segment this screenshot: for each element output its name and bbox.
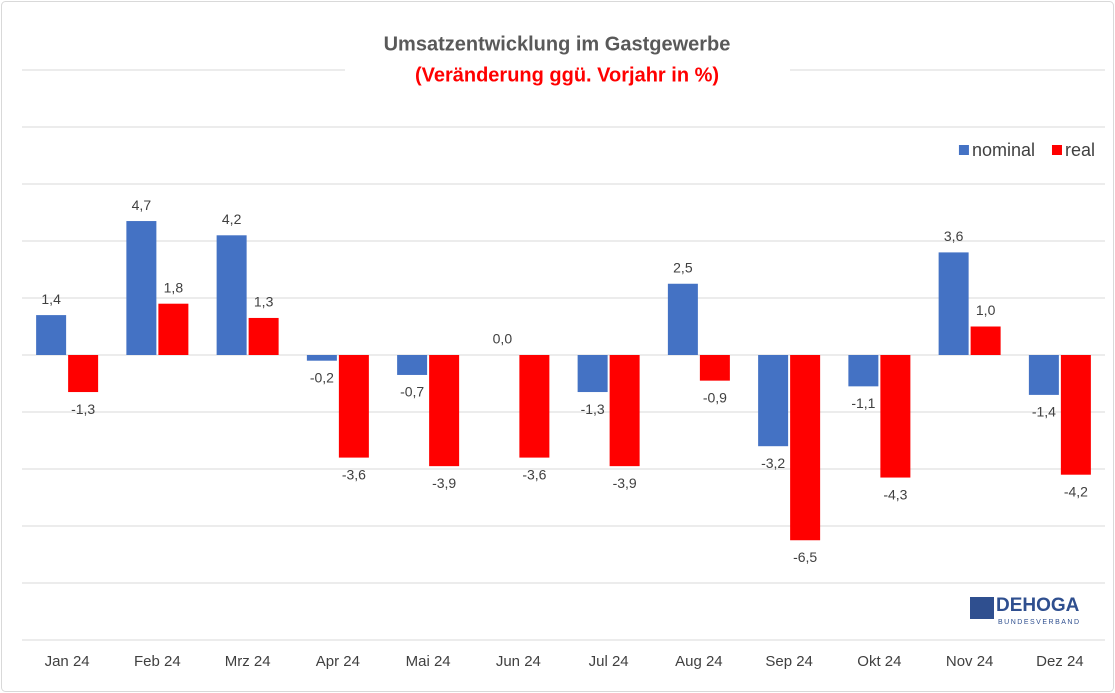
bar (790, 355, 821, 541)
data-label: 2,5 (673, 259, 693, 275)
bar (248, 317, 279, 355)
x-tick-label: Jan 24 (45, 653, 90, 670)
data-label: -6,5 (793, 549, 817, 565)
bar (609, 355, 640, 467)
bar (519, 355, 550, 458)
data-label: 1,4 (41, 291, 61, 307)
data-label: 0,0 (493, 331, 513, 347)
bar (306, 355, 337, 361)
data-label: -3,6 (342, 466, 366, 482)
legend-label: nominal (972, 140, 1035, 160)
x-tick-label: Sep 24 (765, 653, 813, 670)
data-label: -1,1 (851, 395, 875, 411)
bar (938, 252, 969, 355)
data-label: 1,3 (254, 294, 274, 310)
bar (397, 355, 428, 375)
bar (758, 355, 789, 447)
data-label: 3,6 (944, 228, 964, 244)
data-label: 4,2 (222, 211, 242, 227)
x-tick-label: Dez 24 (1036, 653, 1084, 670)
chart-subtitle: (Veränderung ggü. Vorjahr in %) (415, 64, 719, 86)
data-label: -3,9 (432, 475, 456, 491)
x-tick-label: Nov 24 (946, 653, 994, 670)
bar (158, 303, 189, 355)
bar (699, 355, 730, 381)
data-label: -4,2 (1064, 483, 1088, 499)
logo-icon (970, 597, 994, 619)
bar (880, 355, 911, 478)
data-label: -3,9 (613, 475, 637, 491)
bar (848, 355, 879, 387)
chart-title: Umsatzentwicklung im Gastgewerbe (384, 33, 731, 55)
bar (216, 235, 247, 355)
data-label: -3,6 (522, 466, 546, 482)
legend-label: real (1065, 140, 1095, 160)
bar (667, 283, 698, 355)
logo: DEHOGA BUNDESVERBAND (970, 595, 1081, 626)
bar (36, 315, 67, 355)
x-tick-label: Aug 24 (675, 653, 723, 670)
subtitle-backdrop (345, 60, 790, 90)
data-label: -0,7 (400, 384, 424, 400)
x-tick-label: Mrz 24 (225, 653, 271, 670)
x-tick-label: Apr 24 (316, 653, 360, 670)
legend-swatch (958, 145, 969, 155)
data-label: -1,3 (71, 401, 95, 417)
bar (338, 355, 369, 458)
bar (429, 355, 460, 467)
data-label: 1,8 (164, 279, 184, 295)
data-label: 1,0 (976, 302, 996, 318)
x-tick-label: Jun 24 (496, 653, 541, 670)
bar (126, 221, 157, 355)
legend-swatch (1051, 145, 1062, 155)
x-tick-label: Feb 24 (134, 653, 181, 670)
bar (1060, 355, 1091, 475)
data-label: -0,2 (310, 369, 334, 385)
bar (970, 326, 1001, 355)
bar (577, 355, 608, 393)
data-label: -1,3 (581, 401, 605, 417)
x-tick-label: Jul 24 (589, 653, 629, 670)
logo-sub: BUNDESVERBAND (998, 619, 1081, 626)
bar (68, 355, 99, 393)
x-tick-label: Okt 24 (857, 653, 901, 670)
data-label: 4,7 (132, 197, 152, 213)
data-label: -3,2 (761, 455, 785, 471)
logo-name: DEHOGA (996, 595, 1080, 616)
data-label: -4,3 (883, 486, 907, 502)
x-tick-label: Mai 24 (406, 653, 451, 670)
bar (1028, 355, 1059, 395)
data-label: -0,9 (703, 389, 727, 405)
data-label: -1,4 (1032, 404, 1056, 420)
